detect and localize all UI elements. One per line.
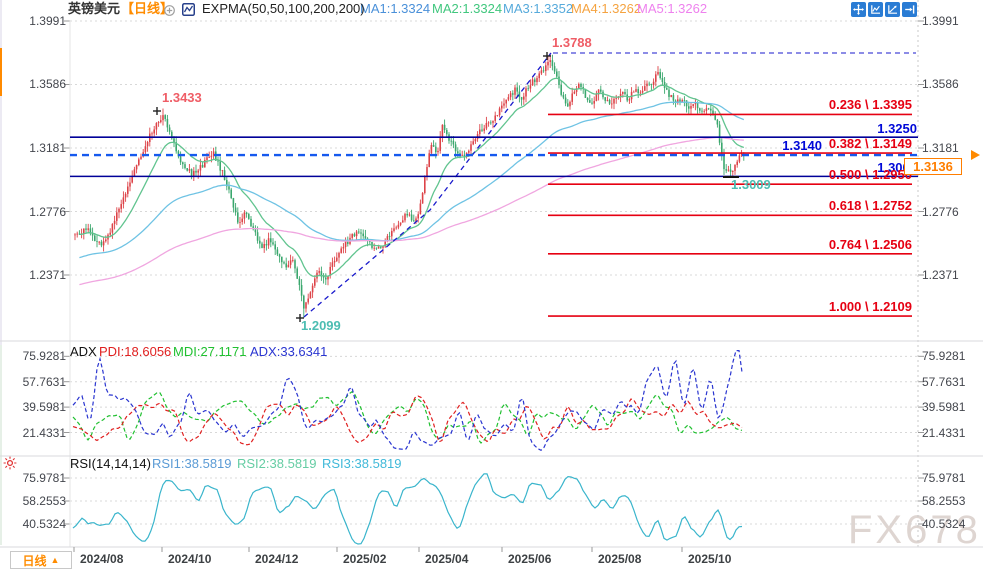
fib-level-label: 0.618 \ 1.2752 xyxy=(828,198,912,214)
expma-icon xyxy=(182,3,195,21)
ma-value-3: MA3:1.3352 xyxy=(503,1,574,16)
sun-icon xyxy=(3,456,17,475)
adx-series-value: MDI:27.1171 xyxy=(173,344,247,359)
rsi-axis-label-right: 40.5324 xyxy=(922,517,966,531)
rsi-axis-label-left: 40.5324 xyxy=(22,517,66,531)
time-axis-label: 2024/10 xyxy=(168,552,212,566)
swing-price-label: 1.2099 xyxy=(301,318,341,333)
adx-axis-label-right: 75.9281 xyxy=(922,349,966,364)
watermark: FX678 xyxy=(848,508,981,552)
time-axis-label: 2025/02 xyxy=(343,552,387,566)
adx-series-value: PDI:18.6056 xyxy=(99,344,172,359)
rsi-series-value: RSI1:38.5819 xyxy=(152,456,232,471)
link-icon[interactable] xyxy=(163,4,176,22)
fib-level-label: 0.382 \ 1.3149 xyxy=(828,136,912,152)
fib-level-label: 0.764 \ 1.2506 xyxy=(828,236,912,252)
ma-value-2: MA2:1.3324 xyxy=(432,1,503,16)
time-axis-label: 2025/10 xyxy=(688,552,732,566)
fib-level-label: 1.000 \ 1.2109 xyxy=(828,299,912,315)
adx-series-value: ADX:33.6341 xyxy=(250,344,328,359)
adx-axis-label-left: 39.5981 xyxy=(22,400,66,415)
ma-value-5: MA5:1.3262 xyxy=(637,1,708,16)
time-axis-label: 2025/06 xyxy=(508,552,552,566)
adx-axis-label-right: 39.5981 xyxy=(922,400,966,415)
period-tag[interactable]: 【日线】 xyxy=(121,1,174,16)
adx-axis-label-right: 57.7631 xyxy=(922,374,966,389)
chevron-up-icon: ▲ xyxy=(50,555,60,565)
main-y-axis-label-right: 1.2776 xyxy=(922,204,959,219)
rsi-axis-label-left: 75.9781 xyxy=(22,470,66,485)
hline-price-label: 1.3250 xyxy=(877,121,917,137)
adx-axis-label-left: 21.4331 xyxy=(22,425,66,440)
rsi-axis-label-right: 75.9781 xyxy=(922,470,966,485)
swing-price-label: 1.3788 xyxy=(552,35,592,50)
rsi-axis-label-right: 58.2553 xyxy=(922,493,966,508)
main-y-axis-label-left: 1.2371 xyxy=(29,268,66,282)
rsi-panel-title: RSI(14,14,14) xyxy=(70,456,151,471)
left-scroll-thumb[interactable] xyxy=(0,48,2,96)
chart-toolbar xyxy=(851,2,917,17)
rsi-series-value: RSI3:38.5819 xyxy=(322,456,402,471)
collapse-right-icon[interactable] xyxy=(902,2,917,17)
fib-level-label: 0.500 \ 1.2950 xyxy=(828,167,912,183)
current-price-box: 1.3136 xyxy=(904,158,962,175)
main-y-axis-label-left: 1.3586 xyxy=(29,77,66,92)
main-y-axis-label-right: 1.3991 xyxy=(922,13,959,28)
left-scroll-track xyxy=(0,0,2,345)
indicator-label: EXPMA(50,50,100,200,200) xyxy=(202,1,365,16)
swing-price-label: 1.3433 xyxy=(162,90,202,105)
time-axis-label: 2025/08 xyxy=(598,552,642,566)
main-y-axis-label-left: 1.3181 xyxy=(29,141,66,155)
move-crosshair-icon[interactable] xyxy=(851,2,866,17)
period-selector[interactable]: 日线 ▲ xyxy=(10,551,72,569)
current-price-arrow-icon xyxy=(971,150,980,160)
chart-scale-icon[interactable] xyxy=(885,2,900,17)
fib-level-label: 0.236 \ 1.3395 xyxy=(828,97,912,113)
adx-panel-title: ADX xyxy=(70,344,97,359)
main-y-axis-label-left: 1.3991 xyxy=(29,13,66,28)
adx-axis-label-left: 57.7631 xyxy=(22,374,66,389)
time-axis-label: 2024/12 xyxy=(255,552,299,566)
adx-axis-label-left: 75.9281 xyxy=(22,349,66,364)
symbol-title: 英镑美元 xyxy=(68,1,121,16)
ma-value-4: MA4:1.3262 xyxy=(571,1,642,16)
time-axis-label: 2025/04 xyxy=(425,552,469,566)
adx-axis-label-right: 21.4331 xyxy=(922,425,966,440)
main-y-axis-label-right: 1.3586 xyxy=(922,77,959,92)
rsi-axis-label-left: 58.2553 xyxy=(22,493,66,508)
dashed-line-price-label: 1.3140 xyxy=(782,138,822,154)
rsi-series-value: RSI2:38.5819 xyxy=(237,456,317,471)
swing-price-label: 1.3009 xyxy=(731,177,771,192)
main-y-axis-label-left: 1.2776 xyxy=(29,204,66,219)
main-y-axis-label-right: 1.2371 xyxy=(922,268,959,282)
chart-line-icon[interactable] xyxy=(868,2,883,17)
main-y-axis-label-right: 1.3181 xyxy=(922,141,959,155)
time-axis-label: 2024/08 xyxy=(80,552,124,566)
period-selector-label: 日线 xyxy=(22,553,47,568)
left-scroll-track-lower xyxy=(0,345,2,545)
ma-value-1: MA1:1.3324 xyxy=(360,1,431,16)
